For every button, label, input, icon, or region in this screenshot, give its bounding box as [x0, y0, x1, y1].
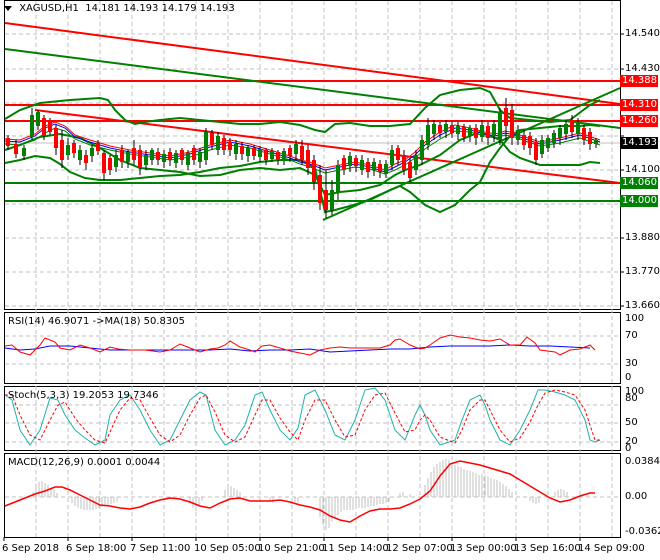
macd-y-tick: 0.0384: [625, 456, 660, 467]
x-tick: 13 Sep 16:00: [514, 543, 581, 554]
vertical-grid: [35, 1, 613, 537]
symbol-label: XAGUSD,H1: [19, 3, 79, 14]
rsi-title: RSI(14) 46.9071 ->MA(18) 50.8305: [8, 316, 185, 327]
macd-histogram: [5, 459, 620, 530]
trend-lines: [4, 22, 621, 221]
x-tick: 11 Sep 14:00: [322, 543, 389, 554]
current-price-tag: 14.193: [620, 137, 658, 149]
price-tag-14000: 14.000: [620, 195, 658, 207]
horizontal-grid-main: [5, 33, 620, 498]
chart-header: XAGUSD,H1 14.181 14.193 14.179 14.193: [4, 3, 235, 14]
y-tick: 13.880: [625, 232, 660, 243]
price-tag-14310: 14.310: [620, 99, 658, 111]
panel-frames: [4, 0, 621, 538]
x-tick: 6 Sep 2018: [2, 543, 60, 554]
dropdown-triangle-icon[interactable]: [4, 5, 12, 11]
rsi-lines: [4, 334, 620, 365]
x-tick: 13 Sep 00:00: [450, 543, 517, 554]
support-resistance-levels: [5, 80, 620, 202]
stoch-lines: [4, 387, 601, 446]
price-tag-14260: 14.260: [620, 115, 658, 127]
candlesticks: [6, 98, 598, 218]
y-tick: 14.430: [625, 63, 660, 74]
stoch-y-tick: 100: [625, 386, 645, 397]
y-tick: 14.540: [625, 28, 660, 39]
price-tag-14388: 14.388: [620, 75, 658, 87]
y-tick: 13.660: [625, 300, 660, 311]
macd-y-tick: 0.00: [625, 491, 648, 502]
rsi-y-tick: 30: [625, 358, 638, 369]
rsi-y-tick: 0: [625, 372, 632, 383]
y-tick: 13.770: [625, 266, 660, 277]
x-tick: 10 Sep 05:00: [194, 543, 261, 554]
rsi-y-tick: 70: [625, 330, 638, 341]
x-axis-ticks: [3, 537, 581, 541]
stoch-y-tick: 0: [625, 443, 632, 454]
y-tick: 14.100: [625, 164, 660, 175]
x-tick: 12 Sep 07:00: [386, 543, 453, 554]
stoch-title: Stoch(5,3,3) 19.2053 19.7346: [8, 390, 159, 401]
x-tick: 7 Sep 11:00: [130, 543, 191, 554]
macd-y-tick: -0.0362: [625, 526, 660, 537]
stoch-y-tick: 20: [625, 436, 638, 447]
x-tick: 10 Sep 21:00: [258, 543, 325, 554]
ohlc-values: 14.181 14.193 14.179 14.193: [85, 3, 235, 14]
stoch-y-tick: 50: [625, 417, 638, 428]
macd-signal-line: [4, 460, 595, 523]
macd-title: MACD(12,26,9) 0.0001 0.0044: [8, 457, 161, 468]
rsi-y-tick: 100: [625, 313, 645, 324]
price-tag-14060: 14.060: [620, 177, 658, 189]
x-tick: 6 Sep 18:00: [66, 543, 127, 554]
stoch-y-tick: 80: [625, 393, 638, 404]
x-tick: 14 Sep 09:00: [578, 543, 645, 554]
